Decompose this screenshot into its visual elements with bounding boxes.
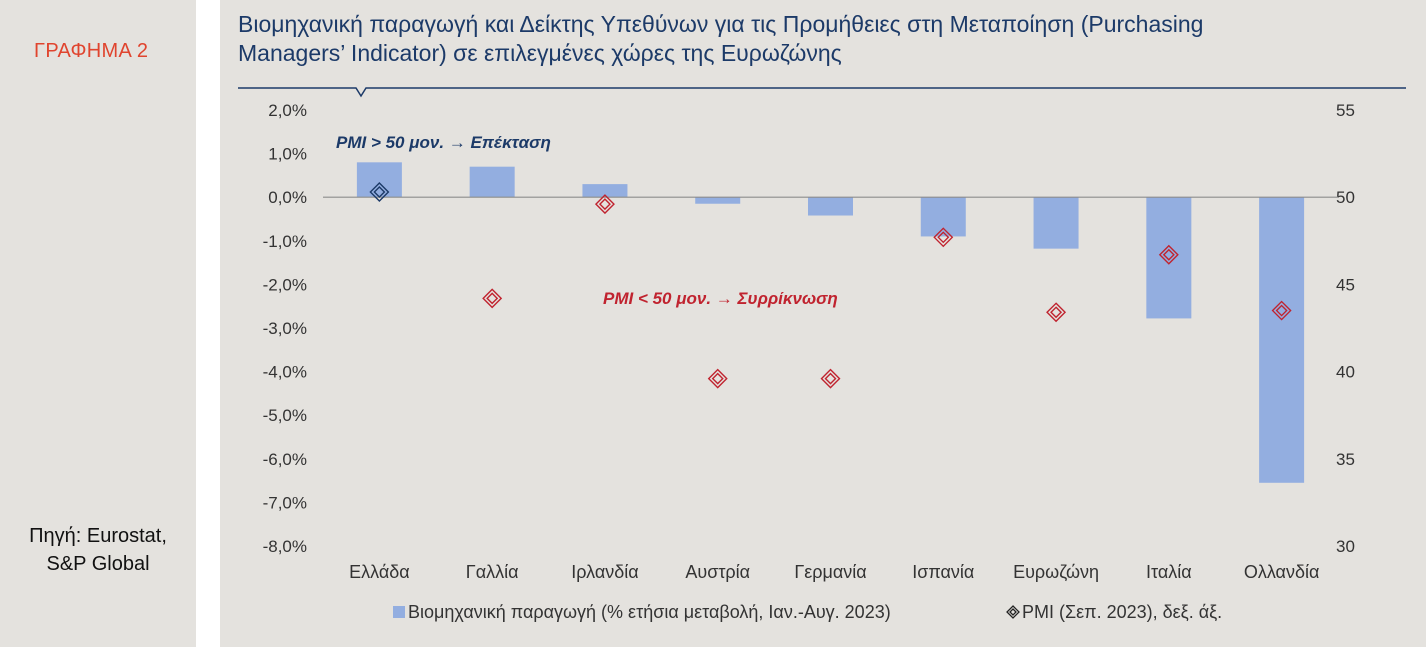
- y-left-tick-label: 1,0%: [268, 145, 307, 164]
- y-right-tick-label: 45: [1336, 275, 1355, 294]
- source-line-1: Πηγή: Eurostat,: [29, 525, 167, 547]
- pmi-marker-diamond: [820, 368, 841, 389]
- source-line-2: S&P Global: [46, 553, 150, 575]
- bar-industrial-production: [920, 197, 966, 237]
- y-right-tick-label: 35: [1336, 450, 1355, 469]
- chart-title-line-2: Managers’ Indicator) σε επιλεγμένες χώρε…: [238, 40, 842, 66]
- pmi-marker: [1046, 302, 1067, 323]
- y-left-tick-label: -3,0%: [263, 319, 307, 338]
- graph-number-label: ΓΡΑΦΗΜΑ 2: [34, 40, 149, 62]
- pmi-marker: [820, 368, 841, 389]
- pmi-marker: [369, 181, 390, 202]
- pmi-marker-diamond: [598, 198, 611, 211]
- pmi-marker-diamond: [937, 231, 950, 244]
- annotation-expansion: PMI > 50 μον. → Επέκταση: [336, 133, 551, 152]
- pmi-marker-diamond: [369, 181, 390, 202]
- y-left-tick-label: -2,0%: [263, 275, 307, 294]
- bar-industrial-production: [808, 197, 853, 216]
- chart-title: Βιομηχανική παραγωγή και Δείκτης Υπεθύνω…: [238, 10, 1388, 68]
- x-category-label: Αυστρία: [685, 562, 750, 582]
- legend-bar-label: Βιομηχανική παραγωγή (% ετήσια μεταβολή,…: [408, 602, 891, 622]
- y-right-tick-label: 55: [1336, 101, 1355, 120]
- pmi-marker: [1158, 244, 1179, 265]
- x-category-label: Γερμανία: [794, 562, 866, 582]
- bar-industrial-production: [356, 162, 402, 198]
- pmi-marker: [1271, 300, 1292, 321]
- y-right-tick-label: 40: [1336, 363, 1355, 382]
- pmi-marker: [933, 227, 954, 248]
- pmi-marker-diamond: [711, 372, 724, 385]
- bar-industrial-production: [1146, 197, 1192, 319]
- y-right-tick-label: 50: [1336, 188, 1355, 207]
- annotation-contraction: PMI < 50 μον. → Συρρίκνωση: [603, 289, 838, 308]
- y-left-tick-label: -4,0%: [263, 363, 307, 382]
- x-category-label: Ισπανία: [912, 562, 974, 582]
- y-right-tick-label: 30: [1336, 537, 1355, 556]
- pmi-marker-diamond: [1050, 306, 1063, 319]
- title-separator-line: [238, 87, 1406, 98]
- y-left-tick-label: 2,0%: [268, 101, 307, 120]
- x-category-label: Ολλανδία: [1244, 562, 1320, 582]
- x-category-label: Ελλάδα: [349, 562, 410, 582]
- source-note: Πηγή: Eurostat, S&P Global: [0, 522, 196, 578]
- x-category-label: Ευρωζώνη: [1013, 562, 1099, 582]
- legend-pmi-swatch: [1006, 605, 1020, 619]
- bar-industrial-production: [582, 184, 628, 198]
- y-left-tick-label: -6,0%: [263, 450, 307, 469]
- pmi-marker: [482, 288, 503, 309]
- pmi-marker-diamond: [1046, 302, 1067, 323]
- pmi-marker-diamond: [1162, 248, 1175, 261]
- bar-industrial-production: [1033, 197, 1079, 249]
- pmi-marker-diamond: [594, 194, 615, 215]
- legend-pmi-label: PMI (Σεπ. 2023), δεξ. άξ.: [1022, 602, 1222, 622]
- legend-pmi-swatch: [1009, 608, 1017, 616]
- pmi-marker: [594, 194, 615, 215]
- bar-industrial-production: [695, 197, 741, 204]
- x-category-label: Ιταλία: [1146, 562, 1192, 582]
- y-left-tick-label: -8,0%: [263, 537, 307, 556]
- pmi-marker-diamond: [707, 368, 728, 389]
- pmi-marker-diamond: [373, 185, 386, 198]
- y-left-tick-label: -7,0%: [263, 493, 307, 512]
- y-left-tick-label: 0,0%: [268, 188, 307, 207]
- pmi-marker-diamond: [1271, 300, 1292, 321]
- y-left-tick-label: -5,0%: [263, 406, 307, 425]
- x-category-label: Ιρλανδία: [571, 562, 638, 582]
- chart-panel: Βιομηχανική παραγωγή και Δείκτης Υπεθύνω…: [220, 0, 1426, 647]
- pmi-marker-diamond: [1275, 304, 1288, 317]
- pmi-marker: [707, 368, 728, 389]
- pmi-marker-diamond: [482, 288, 503, 309]
- legend-bar-swatch: [393, 606, 405, 618]
- chart-title-line-1: Βιομηχανική παραγωγή και Δείκτης Υπεθύνω…: [238, 11, 1204, 37]
- sidebar: ΓΡΑΦΗΜΑ 2 Πηγή: Eurostat, S&P Global: [0, 0, 196, 647]
- chart-canvas: 2,0% 1,0% 0,0% -1,0% -2,0% -3,0% -4,0% -5,0% -6,…: [238, 87, 1406, 622]
- bar-industrial-production: [1259, 197, 1305, 483]
- bar-industrial-production: [469, 166, 515, 198]
- pmi-marker-diamond: [824, 372, 837, 385]
- y-left-tick-label: -1,0%: [263, 232, 307, 251]
- x-category-label: Γαλλία: [466, 562, 519, 582]
- pmi-marker-diamond: [1158, 244, 1179, 265]
- pmi-marker-diamond: [933, 227, 954, 248]
- pmi-marker-diamond: [486, 292, 499, 305]
